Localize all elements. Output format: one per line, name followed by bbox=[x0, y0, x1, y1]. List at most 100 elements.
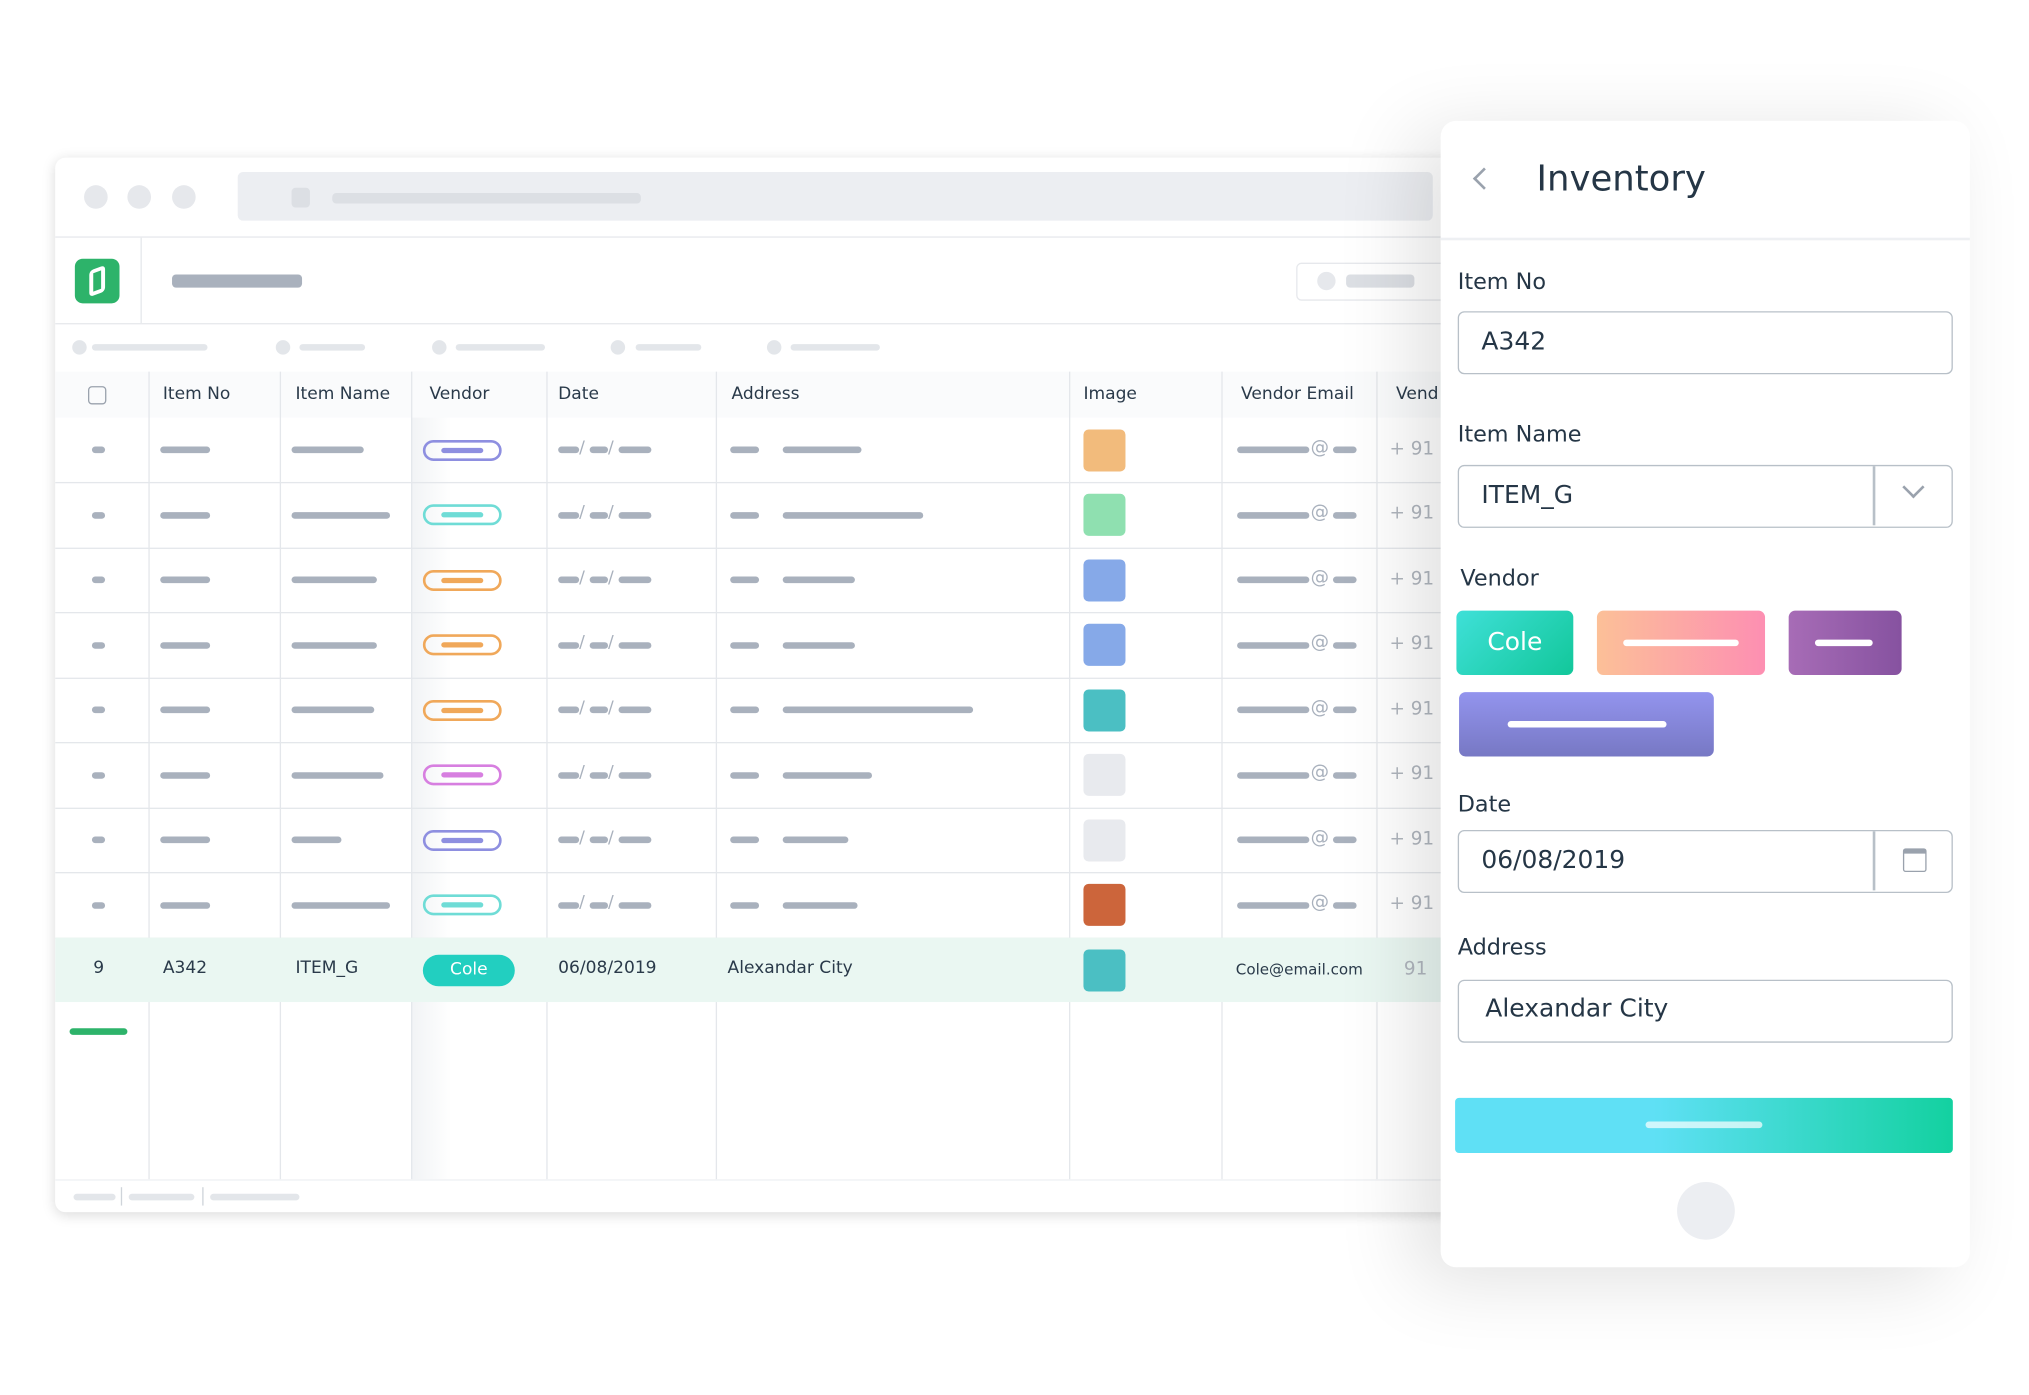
date-separator: / bbox=[608, 828, 614, 849]
placeholder-bar bbox=[441, 837, 484, 843]
date-separator: / bbox=[579, 698, 585, 719]
phone-text: + 91 bbox=[1389, 503, 1435, 525]
email-symbol: @ bbox=[1310, 697, 1330, 719]
phone-text: + 91 bbox=[1389, 763, 1435, 785]
placeholder-bar bbox=[1346, 274, 1415, 288]
email-symbol: @ bbox=[1310, 827, 1330, 849]
toolbar-button bbox=[1296, 262, 1461, 301]
vendor-pill bbox=[422, 569, 502, 591]
column-line bbox=[546, 371, 548, 1180]
column-header: Item Name bbox=[295, 384, 391, 405]
date-input[interactable]: 06/08/2019 bbox=[1457, 829, 1953, 894]
image-thumb bbox=[1083, 689, 1126, 732]
item-name-select[interactable]: ITEM_G bbox=[1457, 464, 1953, 528]
placeholder-bar bbox=[91, 641, 106, 649]
placeholder-bar bbox=[73, 1193, 116, 1201]
placeholder-bar bbox=[1332, 576, 1357, 584]
home-button[interactable] bbox=[1677, 1181, 1735, 1240]
placeholder-bar bbox=[618, 576, 652, 584]
row-line bbox=[55, 481, 1461, 484]
image-thumb bbox=[1083, 819, 1126, 862]
back-chevron[interactable] bbox=[1472, 167, 1496, 190]
placeholder-bar bbox=[782, 836, 849, 844]
placeholder-bar bbox=[618, 641, 652, 649]
phone-text: + 91 bbox=[1389, 698, 1435, 720]
image-thumb bbox=[1083, 429, 1126, 472]
browser-window: Item No Item Name Vendor Date Address Image Ve… bbox=[55, 157, 1461, 1213]
placeholder-bar bbox=[618, 836, 652, 844]
placeholder-bar bbox=[1645, 1121, 1763, 1129]
placeholder-bar bbox=[291, 901, 391, 909]
placeholder-bar bbox=[730, 771, 760, 779]
date-separator: / bbox=[608, 568, 614, 589]
placeholder-bar bbox=[1237, 771, 1310, 779]
column-line bbox=[1069, 371, 1071, 1180]
window-dot bbox=[84, 185, 108, 209]
email-symbol: @ bbox=[1310, 436, 1330, 459]
placeholder-bar bbox=[589, 641, 609, 649]
button-dot bbox=[1317, 271, 1336, 291]
placeholder-bar bbox=[441, 707, 484, 713]
placeholder-bar bbox=[782, 446, 862, 454]
lock-icon bbox=[291, 187, 310, 208]
placeholder-bar bbox=[1237, 446, 1310, 454]
placeholder-bar bbox=[291, 771, 384, 779]
placeholder-bar bbox=[1507, 720, 1667, 728]
vendor-option[interactable] bbox=[1459, 692, 1714, 757]
vendor-option[interactable] bbox=[1596, 610, 1766, 676]
placeholder-bar bbox=[441, 577, 484, 583]
placeholder-bar bbox=[160, 511, 211, 519]
vendor-pill bbox=[422, 634, 502, 656]
placeholder-bar bbox=[160, 901, 211, 909]
placeholder-bar bbox=[1237, 641, 1310, 649]
cell-text: Alexandar City bbox=[727, 958, 853, 979]
phone-text: + 91 bbox=[1389, 568, 1435, 590]
placeholder-bar bbox=[160, 576, 211, 584]
placeholder-bar bbox=[618, 771, 652, 779]
placeholder-bar bbox=[558, 836, 580, 844]
column-header: Vendor bbox=[429, 384, 490, 405]
vendor-option[interactable]: Cole bbox=[1456, 610, 1574, 676]
placeholder-bar bbox=[1814, 639, 1873, 647]
filter-dot bbox=[610, 340, 626, 355]
placeholder-bar bbox=[618, 901, 652, 909]
placeholder-bar bbox=[332, 193, 641, 204]
image-thumb bbox=[1083, 494, 1126, 537]
address-input[interactable]: Alexandar City bbox=[1457, 979, 1953, 1043]
row-line bbox=[55, 872, 1461, 874]
panel-title: Inventory bbox=[1536, 158, 1706, 200]
cell-text: A342 bbox=[162, 958, 208, 979]
submit-button[interactable] bbox=[1455, 1097, 1953, 1154]
placeholder-bar bbox=[441, 512, 484, 518]
date-separator: / bbox=[579, 568, 585, 589]
placeholder-bar bbox=[618, 706, 652, 714]
placeholder-bar bbox=[730, 511, 760, 519]
placeholder-bar bbox=[441, 447, 484, 453]
date-separator: / bbox=[579, 633, 585, 654]
placeholder-bar bbox=[1237, 836, 1310, 844]
column-header: Vendor Email bbox=[1241, 384, 1354, 405]
date-separator: / bbox=[608, 503, 614, 524]
placeholder-bar bbox=[160, 706, 211, 714]
placeholder-bar bbox=[730, 641, 760, 649]
row-line bbox=[55, 741, 1461, 744]
column-line bbox=[411, 371, 413, 1180]
select-divider bbox=[1872, 466, 1875, 526]
placeholder-bar bbox=[1332, 641, 1357, 649]
input-value: ITEM_G bbox=[1481, 480, 1574, 510]
placeholder-bar bbox=[730, 576, 760, 584]
vendor-pill bbox=[422, 504, 502, 526]
phone-text: + 91 bbox=[1389, 633, 1435, 655]
item-no-input[interactable]: A342 bbox=[1457, 311, 1953, 375]
placeholder-bar bbox=[558, 641, 580, 649]
input-value: Alexandar City bbox=[1485, 994, 1669, 1024]
row-line bbox=[55, 546, 1461, 549]
column-header: Vend bbox=[1396, 384, 1439, 405]
row-line bbox=[55, 676, 1461, 679]
placeholder-bar bbox=[589, 706, 609, 714]
cell-text: 06/08/2019 bbox=[558, 958, 657, 979]
email-symbol: @ bbox=[1310, 632, 1330, 654]
field-label: Item No bbox=[1457, 269, 1547, 296]
vendor-option[interactable] bbox=[1788, 610, 1902, 676]
